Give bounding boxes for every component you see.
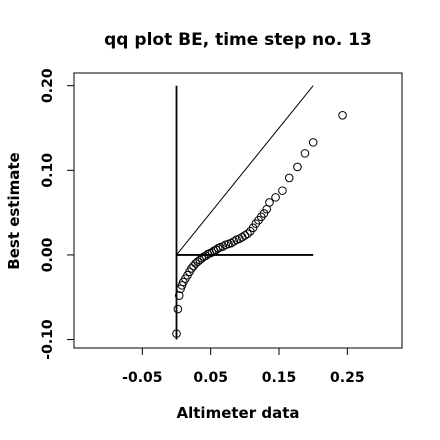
data-point-0-42 (271, 193, 280, 202)
y-tick-label-3: 0.20 (40, 68, 56, 103)
data-point-0-48 (338, 111, 347, 120)
chart-title: qq plot BE, time step no. 13 (104, 30, 372, 50)
x-tick-label-1: 0.05 (193, 370, 228, 386)
data-point-0-45 (293, 162, 302, 172)
x-tick-label-0: -0.05 (122, 370, 162, 386)
y-tick-label-0: -0.10 (40, 319, 56, 360)
data-point-0-35 (248, 223, 258, 233)
data-points (172, 111, 347, 338)
y-tick-label-2: 0.10 (40, 153, 56, 188)
ref-line-identity (176, 85, 314, 256)
x-tick-label-3: 0.25 (330, 370, 365, 386)
data-point-0-27 (226, 238, 236, 248)
data-point-0-39 (259, 209, 269, 218)
x-tick-label-2: 0.15 (262, 370, 297, 386)
data-point-0-47 (308, 138, 318, 147)
data-point-0-0 (172, 329, 181, 338)
y-axis-label: Best estimate (5, 152, 23, 269)
data-point-0-44 (284, 173, 294, 183)
data-point-0-33 (243, 229, 252, 239)
y-axis: -0.10 0.00 0.10 0.20 (40, 68, 74, 360)
data-point-0-43 (278, 186, 287, 195)
data-point-0-10 (189, 261, 198, 271)
data-point-0-24 (218, 242, 228, 251)
data-point-0-2 (174, 291, 184, 300)
data-point-0-28 (229, 237, 239, 246)
y-tick-label-1: 0.00 (40, 237, 56, 272)
reference-lines (175, 85, 314, 340)
x-axis-label: Altimeter data (177, 404, 300, 422)
data-point-0-41 (265, 198, 274, 207)
x-axis: -0.05 0.05 0.15 0.25 (122, 348, 365, 386)
plot-frame (73, 72, 403, 349)
data-point-0-1 (173, 304, 183, 314)
data-point-0-32 (240, 231, 250, 240)
data-point-0-46 (300, 149, 310, 158)
